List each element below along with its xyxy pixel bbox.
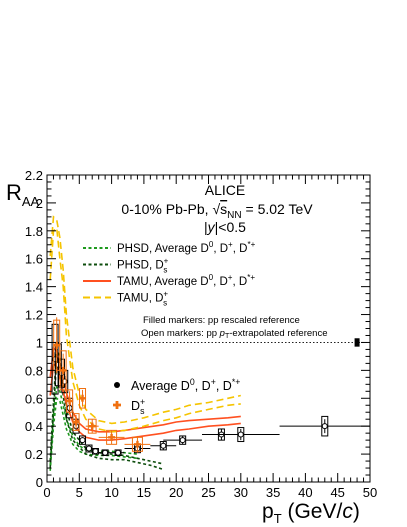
x-tick-label: 35 — [266, 485, 280, 500]
avg-d-marker — [92, 448, 99, 455]
note-filled-markers: Filled markers: pp rescaled reference — [143, 315, 300, 326]
y-tick-label: 0.6 — [25, 391, 43, 406]
collision-system-label: 0-10% Pb-Pb, √sNN = 5.02 TeV — [121, 201, 313, 221]
y-axis-label: RAA — [6, 180, 40, 209]
avg-d-marker — [321, 423, 328, 430]
x-axis-label: pT (GeV/c) — [262, 500, 360, 526]
model-curve-upper — [49, 385, 138, 466]
legend-ds-marker — [113, 401, 121, 409]
note-open-markers: Open markers: pp pT-extrapolated referen… — [141, 328, 327, 340]
x-tick-label: 40 — [298, 485, 312, 500]
legend-entry-label: Average D0, D+, D*+ — [131, 377, 240, 393]
x-tick-label: 50 — [363, 485, 377, 500]
ds-marker — [72, 418, 80, 426]
model-curve-upper — [49, 215, 241, 425]
ds-marker — [88, 422, 96, 430]
avg-d-marker — [179, 437, 186, 444]
x-tick-label: 20 — [169, 485, 183, 500]
model-legend: PHSD, Average D0, D+, D*+PHSD, D+ sTAMU, … — [83, 240, 256, 308]
ds-marker — [133, 440, 141, 448]
axes: 0 5 10 15 20 25 30 35 40 45 50 0 0.2 0.4 0.6 0.8 1 1.2 1.4… — [25, 168, 377, 500]
ds-marker — [79, 394, 87, 402]
legend-entry-label: TAMU, Average D0, D+, D*+ — [117, 273, 255, 288]
model-curve-lower — [49, 396, 138, 471]
data-legend: Average D0, D+, D*+ D+ s — [113, 377, 240, 416]
x-tick-label: 0 — [43, 485, 50, 500]
avg-d-marker — [160, 442, 167, 449]
y-tick-label: 0 — [36, 475, 43, 490]
model-curve-lower — [49, 363, 241, 441]
y-tick-label: 1.2 — [25, 308, 43, 323]
avg-d-marker — [79, 437, 86, 444]
legend-entry-label: PHSD, Average D0, D+, D*+ — [117, 240, 256, 255]
x-tick-label: 30 — [234, 485, 248, 500]
y-tick-label: 1.4 — [25, 280, 43, 295]
legend-entry-label: PHSD, D+ s — [117, 257, 169, 275]
y-tick-label: 2 — [36, 196, 43, 211]
legend-entry-label: D+ s — [131, 397, 145, 416]
legend-avg-d-marker — [114, 382, 120, 388]
ds-marker — [108, 433, 116, 441]
ds-marker — [59, 366, 67, 374]
x-tick-label: 25 — [201, 485, 215, 500]
rapidity-label: |y|<0.5 — [204, 219, 246, 235]
ds-marker — [53, 341, 61, 349]
avg-d-marker — [85, 445, 92, 452]
avg-d-marker — [102, 449, 109, 456]
normalization-uncertainty-box — [354, 338, 360, 347]
x-tick-label: 5 — [76, 485, 83, 500]
x-tick-label: 10 — [104, 485, 118, 500]
x-tick-label: 45 — [330, 485, 344, 500]
experiment-label: ALICE — [205, 182, 245, 198]
y-tick-label: 1 — [36, 335, 43, 350]
y-tick-label: 1.8 — [25, 224, 43, 239]
model-curve-lower — [49, 226, 241, 433]
y-tick-label: 0.8 — [25, 363, 43, 378]
y-tick-label: 0.2 — [25, 447, 43, 462]
legend-entry-label: TAMU, D+ s — [117, 290, 168, 308]
data-points — [51, 317, 370, 456]
sqrt-sign: √ — [212, 201, 220, 217]
y-tick-label: 2.2 — [25, 168, 43, 183]
y-tick-label: 1.6 — [25, 252, 43, 267]
avg-d-marker — [237, 431, 244, 438]
ds-marker — [66, 397, 74, 405]
avg-d-marker — [115, 449, 122, 456]
y-tick-label: 0.4 — [25, 419, 43, 434]
x-tick-label: 15 — [137, 485, 151, 500]
